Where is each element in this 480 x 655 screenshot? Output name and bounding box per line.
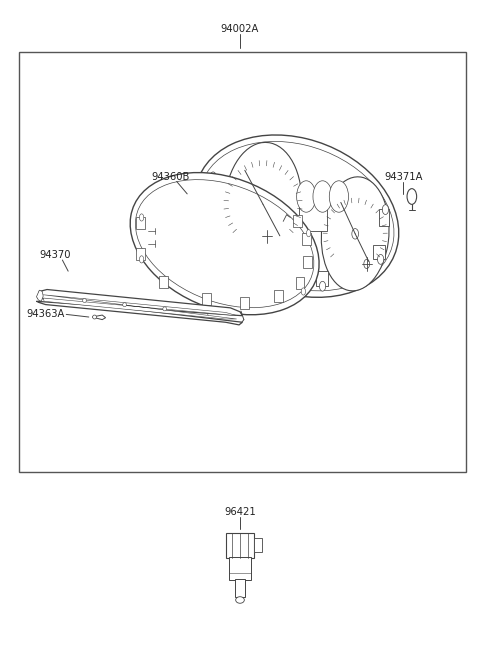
Ellipse shape xyxy=(259,198,267,210)
Polygon shape xyxy=(36,290,43,301)
FancyBboxPatch shape xyxy=(159,276,168,288)
Ellipse shape xyxy=(313,181,332,212)
Ellipse shape xyxy=(225,142,301,267)
Text: 94360B: 94360B xyxy=(151,172,190,182)
FancyBboxPatch shape xyxy=(293,215,302,227)
Ellipse shape xyxy=(194,135,399,297)
Polygon shape xyxy=(92,315,106,320)
FancyBboxPatch shape xyxy=(136,248,145,260)
Ellipse shape xyxy=(139,214,144,221)
FancyBboxPatch shape xyxy=(240,297,249,309)
FancyBboxPatch shape xyxy=(296,277,304,289)
Ellipse shape xyxy=(407,189,417,204)
FancyBboxPatch shape xyxy=(136,217,145,229)
FancyBboxPatch shape xyxy=(235,579,245,597)
Ellipse shape xyxy=(139,255,144,263)
Polygon shape xyxy=(43,295,237,319)
Ellipse shape xyxy=(252,271,258,282)
FancyBboxPatch shape xyxy=(379,209,389,225)
Ellipse shape xyxy=(163,307,167,311)
FancyBboxPatch shape xyxy=(226,533,254,558)
Text: 94371A: 94371A xyxy=(384,172,422,182)
Ellipse shape xyxy=(210,233,216,243)
Ellipse shape xyxy=(321,177,389,291)
FancyBboxPatch shape xyxy=(274,290,283,302)
FancyBboxPatch shape xyxy=(299,204,327,231)
Ellipse shape xyxy=(264,232,270,241)
Ellipse shape xyxy=(352,229,359,239)
Bar xyxy=(19,52,466,472)
Ellipse shape xyxy=(199,141,394,291)
Ellipse shape xyxy=(210,172,216,182)
FancyBboxPatch shape xyxy=(206,176,216,193)
Ellipse shape xyxy=(93,315,96,319)
Text: 96421: 96421 xyxy=(224,507,256,517)
FancyBboxPatch shape xyxy=(302,233,311,245)
Polygon shape xyxy=(36,290,242,325)
Ellipse shape xyxy=(83,299,86,303)
Text: 94363A: 94363A xyxy=(26,309,65,320)
FancyBboxPatch shape xyxy=(316,271,327,286)
FancyBboxPatch shape xyxy=(229,557,251,580)
Ellipse shape xyxy=(377,254,384,265)
Ellipse shape xyxy=(297,181,316,212)
Text: 94002A: 94002A xyxy=(221,24,259,34)
Ellipse shape xyxy=(130,172,319,315)
FancyBboxPatch shape xyxy=(249,261,261,276)
FancyBboxPatch shape xyxy=(373,245,385,259)
Ellipse shape xyxy=(236,597,244,603)
Ellipse shape xyxy=(320,282,325,291)
Ellipse shape xyxy=(364,259,370,269)
FancyBboxPatch shape xyxy=(207,222,217,238)
Ellipse shape xyxy=(135,179,314,308)
FancyBboxPatch shape xyxy=(303,256,312,268)
Ellipse shape xyxy=(301,288,306,295)
FancyBboxPatch shape xyxy=(254,538,262,552)
Ellipse shape xyxy=(329,181,348,212)
FancyBboxPatch shape xyxy=(202,293,211,305)
Ellipse shape xyxy=(306,230,311,237)
Text: 94370: 94370 xyxy=(39,250,71,261)
Ellipse shape xyxy=(382,204,389,215)
Ellipse shape xyxy=(123,303,127,307)
